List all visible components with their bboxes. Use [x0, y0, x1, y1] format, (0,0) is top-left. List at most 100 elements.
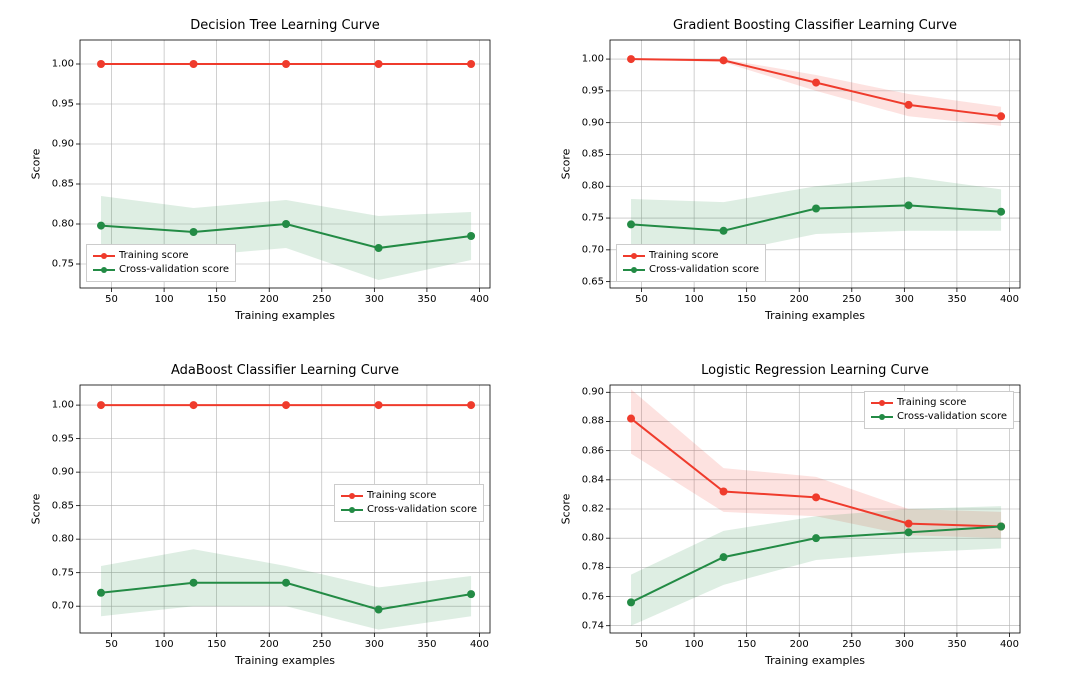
- legend-marker-icon: [623, 251, 645, 261]
- chart-title: AdaBoost Classifier Learning Curve: [80, 363, 490, 378]
- y-tick-label: 1.00: [576, 54, 604, 65]
- x-tick-label: 400: [1000, 639, 1019, 650]
- y-tick-label: 0.95: [46, 433, 74, 444]
- x-tick-label: 100: [685, 639, 704, 650]
- cv-marker: [905, 528, 913, 536]
- cv-marker: [720, 227, 728, 235]
- legend-marker-icon: [341, 491, 363, 501]
- cv-marker: [97, 589, 105, 597]
- y-tick-label: 0.82: [576, 504, 604, 515]
- legend: Training scoreCross-validation score: [616, 244, 766, 282]
- y-axis-label: Score: [30, 494, 43, 525]
- x-axis-label: Training examples: [80, 654, 490, 667]
- legend-label: Training score: [897, 396, 967, 410]
- x-tick-label: 100: [685, 294, 704, 305]
- training-marker: [905, 520, 913, 528]
- x-tick-label: 50: [635, 294, 648, 305]
- x-tick-label: 100: [155, 639, 174, 650]
- cv-marker: [190, 228, 198, 236]
- x-tick-label: 400: [1000, 294, 1019, 305]
- training-marker: [190, 60, 198, 68]
- y-tick-label: 0.90: [576, 387, 604, 398]
- y-tick-label: 0.88: [576, 416, 604, 427]
- y-tick-label: 0.90: [576, 117, 604, 128]
- y-tick-label: 0.90: [46, 467, 74, 478]
- cv-confidence-band: [101, 549, 471, 629]
- legend-label: Cross-validation score: [367, 503, 477, 517]
- y-tick-label: 0.75: [46, 567, 74, 578]
- training-marker: [997, 112, 1005, 120]
- y-tick-label: 0.74: [576, 620, 604, 631]
- y-tick-label: 1.00: [46, 400, 74, 411]
- y-tick-label: 0.85: [576, 149, 604, 160]
- cv-marker: [997, 523, 1005, 531]
- training-marker: [375, 401, 383, 409]
- y-tick-label: 0.90: [46, 139, 74, 150]
- cv-marker: [282, 220, 290, 228]
- training-marker: [467, 401, 475, 409]
- legend: Training scoreCross-validation score: [86, 244, 236, 282]
- x-tick-label: 50: [105, 639, 118, 650]
- x-tick-label: 50: [105, 294, 118, 305]
- training-confidence-band: [631, 59, 1001, 126]
- x-tick-label: 250: [312, 294, 331, 305]
- x-tick-label: 150: [207, 639, 226, 650]
- legend-label: Training score: [649, 249, 719, 263]
- y-axis-label: Score: [560, 494, 573, 525]
- cv-marker: [997, 208, 1005, 216]
- x-tick-label: 300: [365, 294, 384, 305]
- y-tick-label: 0.65: [576, 276, 604, 287]
- cv-confidence-band: [631, 177, 1001, 253]
- subplot-adaboost: AdaBoost Classifier Learning CurveScoreT…: [80, 385, 490, 633]
- y-tick-label: 0.70: [576, 244, 604, 255]
- cv-marker: [812, 205, 820, 213]
- x-axis-label: Training examples: [80, 309, 490, 322]
- chart-title: Gradient Boosting Classifier Learning Cu…: [610, 18, 1020, 33]
- subplot-decision-tree: Decision Tree Learning CurveScoreTrainin…: [80, 40, 490, 288]
- cv-marker: [282, 579, 290, 587]
- legend-marker-icon: [871, 398, 893, 408]
- legend-entry-training: Training score: [623, 249, 759, 263]
- legend: Training scoreCross-validation score: [864, 391, 1014, 429]
- training-marker: [627, 415, 635, 423]
- x-tick-label: 350: [947, 639, 966, 650]
- y-tick-label: 0.76: [576, 591, 604, 602]
- legend-marker-icon: [623, 265, 645, 275]
- legend-label: Cross-validation score: [119, 263, 229, 277]
- cv-marker: [720, 553, 728, 561]
- legend-marker-icon: [93, 265, 115, 275]
- x-tick-label: 200: [790, 639, 809, 650]
- subplot-logistic-regression: Logistic Regression Learning CurveScoreT…: [610, 385, 1020, 633]
- x-tick-label: 350: [947, 294, 966, 305]
- training-marker: [905, 101, 913, 109]
- training-marker: [812, 493, 820, 501]
- legend-entry-training: Training score: [341, 489, 477, 503]
- x-tick-label: 350: [417, 639, 436, 650]
- training-marker: [720, 56, 728, 64]
- cv-marker: [627, 598, 635, 606]
- legend-label: Training score: [367, 489, 437, 503]
- training-marker: [812, 79, 820, 87]
- x-tick-label: 400: [470, 639, 489, 650]
- x-axis-label: Training examples: [610, 309, 1020, 322]
- chart-title: Logistic Regression Learning Curve: [610, 363, 1020, 378]
- cv-marker: [627, 220, 635, 228]
- cv-marker: [905, 201, 913, 209]
- legend-entry-cv: Cross-validation score: [623, 263, 759, 277]
- y-tick-label: 0.85: [46, 500, 74, 511]
- legend-entry-training: Training score: [93, 249, 229, 263]
- y-tick-label: 0.95: [46, 99, 74, 110]
- y-axis-label: Score: [30, 149, 43, 180]
- y-tick-label: 0.80: [576, 181, 604, 192]
- legend-label: Training score: [119, 249, 189, 263]
- y-tick-label: 0.80: [576, 533, 604, 544]
- subplot-gradient-boosting: Gradient Boosting Classifier Learning Cu…: [610, 40, 1020, 288]
- training-marker: [190, 401, 198, 409]
- legend-marker-icon: [341, 505, 363, 515]
- x-tick-label: 100: [155, 294, 174, 305]
- y-tick-label: 0.75: [46, 259, 74, 270]
- x-tick-label: 200: [790, 294, 809, 305]
- cv-marker: [812, 534, 820, 542]
- legend-entry-cv: Cross-validation score: [341, 503, 477, 517]
- legend-label: Cross-validation score: [649, 263, 759, 277]
